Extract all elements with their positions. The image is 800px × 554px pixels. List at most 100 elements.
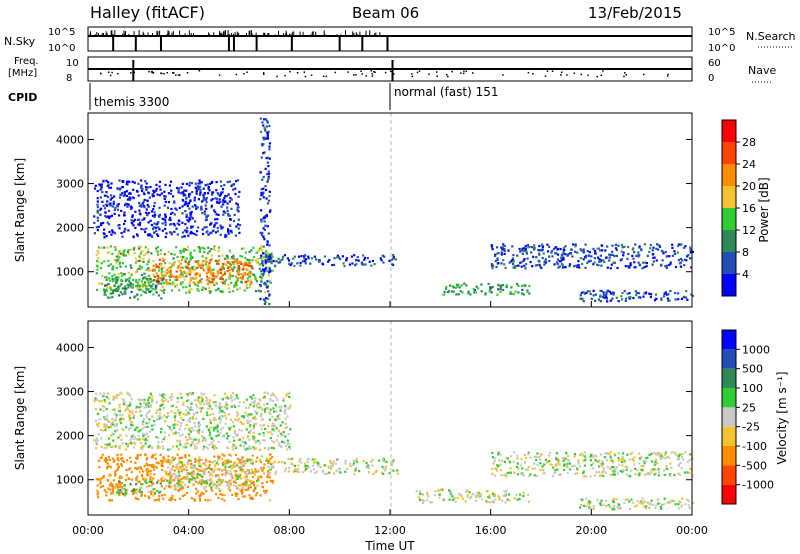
- nave-point: [111, 71, 113, 74]
- data-cell: [115, 280, 118, 283]
- data-cell: [191, 205, 194, 208]
- data-cell: [621, 246, 624, 249]
- data-cell: [496, 252, 499, 255]
- data-cell: [236, 475, 239, 478]
- data-cell: [330, 465, 333, 468]
- data-cell: [228, 180, 232, 183]
- data-cell: [248, 458, 251, 461]
- data-cell: [146, 425, 149, 429]
- data-cell: [267, 232, 270, 235]
- data-cell: [146, 472, 149, 475]
- data-cell: [284, 467, 287, 470]
- data-cell: [287, 457, 290, 460]
- data-cell: [164, 215, 167, 218]
- data-cell: [118, 477, 121, 480]
- data-cell: [120, 438, 123, 441]
- data-cell: [263, 408, 267, 411]
- data-cell: [620, 295, 623, 298]
- data-cell: [177, 187, 180, 190]
- data-cell: [667, 293, 670, 296]
- data-cell: [108, 186, 111, 189]
- data-cell: [131, 411, 134, 415]
- data-cell: [125, 491, 128, 495]
- data-cell: [272, 447, 275, 450]
- data-cell: [491, 456, 494, 459]
- data-cell: [178, 456, 181, 459]
- data-cell: [599, 474, 602, 477]
- data-cell: [237, 265, 240, 268]
- nave-point: [428, 73, 430, 75]
- data-cell: [251, 462, 254, 465]
- data-cell: [198, 407, 201, 410]
- data-cell: [260, 280, 263, 283]
- data-cell: [252, 490, 255, 493]
- data-cell: [102, 395, 105, 398]
- data-cell: [674, 503, 677, 506]
- data-cell: [254, 397, 257, 400]
- data-cell: [284, 405, 287, 409]
- data-cell: [247, 406, 251, 409]
- data-cell: [146, 279, 149, 282]
- data-cell: [197, 246, 200, 249]
- data-cell: [169, 461, 172, 464]
- data-cell: [172, 424, 175, 427]
- data-cell: [103, 291, 106, 294]
- data-cell: [615, 248, 618, 252]
- data-cell: [118, 179, 121, 182]
- data-cell: [609, 267, 612, 270]
- data-cell: [143, 465, 146, 468]
- data-cell: [687, 500, 690, 503]
- data-cell: [250, 481, 253, 484]
- data-cell: [180, 488, 183, 491]
- data-cell: [171, 465, 174, 468]
- data-cell: [219, 482, 223, 485]
- nave-point: [411, 75, 414, 78]
- data-cell: [186, 393, 189, 396]
- data-cell: [367, 464, 370, 467]
- data-cell: [206, 479, 209, 482]
- data-cell: [508, 261, 511, 264]
- data-cell: [668, 299, 671, 302]
- data-cell: [676, 457, 679, 461]
- data-cell: [209, 421, 212, 424]
- data-cell: [124, 265, 127, 268]
- data-cell: [115, 278, 118, 281]
- data-cell: [185, 465, 188, 468]
- data-cell: [390, 463, 393, 466]
- data-cell: [138, 202, 141, 205]
- data-cell: [584, 459, 587, 462]
- data-cell: [196, 476, 199, 479]
- data-cell: [125, 442, 128, 445]
- data-cell: [262, 466, 266, 469]
- data-cell: [110, 288, 113, 291]
- data-cell: [278, 405, 281, 409]
- data-cell: [568, 468, 572, 471]
- data-cell: [584, 254, 588, 257]
- data-cell: [181, 463, 184, 466]
- data-cell: [654, 461, 657, 464]
- data-cell: [195, 190, 198, 193]
- data-cell: [605, 459, 608, 462]
- data-cell: [147, 405, 150, 408]
- data-cell: [463, 282, 466, 285]
- data-cell: [126, 205, 129, 208]
- data-cell: [144, 494, 147, 497]
- data-cell: [492, 462, 495, 465]
- data-cell: [421, 493, 425, 496]
- data-cell: [111, 445, 114, 448]
- data-cell: [266, 392, 270, 395]
- data-cell: [225, 194, 229, 198]
- data-cell: [190, 225, 193, 228]
- nave-point: [370, 70, 373, 72]
- data-cell: [259, 424, 262, 427]
- data-cell: [137, 398, 140, 401]
- data-cell: [107, 264, 110, 267]
- data-cell: [222, 262, 225, 266]
- data-cell: [184, 455, 187, 459]
- data-cell: [223, 200, 226, 203]
- data-cell: [658, 502, 661, 505]
- data-cell: [617, 507, 620, 510]
- data-cell: [254, 447, 257, 450]
- data-cell: [123, 494, 126, 497]
- data-cell: [602, 259, 605, 262]
